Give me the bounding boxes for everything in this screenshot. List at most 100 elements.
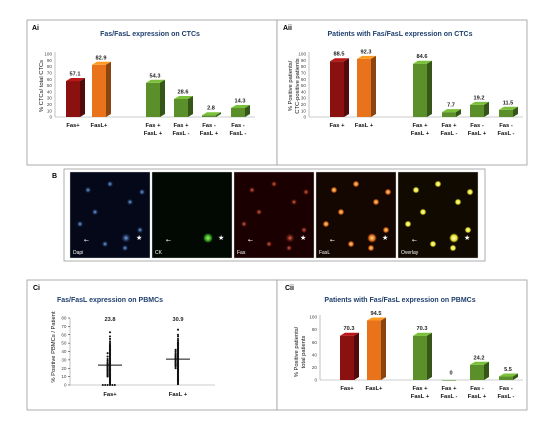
ai-bar-top — [202, 112, 221, 116]
aii-ytick-label: 10 — [301, 108, 307, 113]
ai-category-label: Fas - — [231, 123, 245, 129]
micro-ctc-cell — [202, 232, 214, 244]
micro-cell — [384, 188, 392, 196]
cii-category-label: Fas + — [413, 386, 429, 392]
micro-cell — [138, 188, 146, 196]
chart-cii: 0 20 40 60 80 100 70.3 Fas+ 94.5 FasL+ 70.3 Fas + Fa… — [309, 311, 523, 400]
aii-category-label: Fas + — [442, 123, 458, 129]
cii-bar-top — [413, 332, 432, 336]
ai-category-label: FasL + — [144, 131, 163, 137]
aii-bar-top — [499, 106, 518, 110]
aii-value-label: 88.5 — [334, 52, 345, 58]
ai-bar-side — [106, 61, 111, 117]
ai-ytick-label: 10 — [47, 108, 53, 113]
cii-value-label: 94.5 — [371, 311, 382, 317]
cii-category-label: Fas - — [470, 386, 484, 392]
panel-cii-ylabel-line1: % Positive patients/ — [294, 326, 300, 377]
cii-bar-top — [499, 373, 518, 377]
cii-category-label: FasL - — [498, 394, 515, 400]
aii-bar-top — [330, 58, 349, 62]
arrow-marker-icon: ← — [248, 237, 253, 244]
cii-value-label: 70.3 — [344, 326, 355, 332]
aii-category-label: FasL - — [498, 131, 515, 137]
ai-ytick-label: 40 — [47, 89, 53, 94]
arrow-marker-icon: ← — [166, 237, 171, 244]
panel-ci-label: Ci — [33, 285, 40, 292]
cii-category-label: Fas+ — [340, 386, 354, 392]
aii-bar-side — [344, 58, 349, 117]
micro-cell — [367, 244, 375, 252]
ci-ytick-label: 70 — [61, 324, 67, 329]
panel-cii-ylabel-line2: total patients — [301, 335, 307, 368]
cii-value-label: 0 — [449, 371, 452, 377]
ci-data-point — [176, 328, 180, 331]
cii-category-label: FasL - — [441, 394, 458, 400]
ci-ytick-label: 40 — [61, 349, 67, 354]
ci-data-point — [174, 352, 177, 355]
panel-ai-title: Fas/FasL expression on CTCs — [100, 31, 200, 38]
micro-cell — [434, 180, 442, 188]
cii-bar-side — [513, 373, 518, 380]
aii-bar-side — [513, 106, 518, 117]
arrow-marker-icon: ← — [330, 237, 335, 244]
ci-ytick-label: 10 — [61, 374, 67, 379]
ai-bar-top — [231, 104, 250, 108]
cii-category-label: Fas - — [499, 386, 513, 392]
aii-category-label: FasL + — [411, 131, 430, 137]
star-marker-icon: ★ — [218, 234, 224, 242]
panel-cii-frame — [276, 279, 528, 411]
ai-ytick-label: 60 — [47, 77, 53, 82]
ai-bar — [202, 115, 216, 117]
ai-value-label: 14.3 — [235, 98, 246, 104]
micro-cell — [101, 240, 109, 248]
micro-cell — [302, 188, 310, 196]
micro-tile-label: FasL — [319, 250, 330, 256]
micro-tile-label: CK — [155, 250, 163, 256]
cii-bar — [367, 320, 381, 380]
cii-category-label: FasL+ — [366, 386, 384, 392]
aii-ytick-label: 30 — [301, 96, 307, 101]
ai-bar-side — [216, 112, 221, 117]
micro-tile-label: Overlay — [401, 250, 419, 256]
ai-bar-top — [174, 95, 193, 99]
micro-cell — [290, 198, 298, 206]
ai-bar — [146, 82, 160, 117]
arrow-marker-icon: ← — [412, 237, 417, 244]
aii-value-label: 84.6 — [417, 54, 428, 60]
ci-data-point — [176, 383, 180, 386]
ai-bar — [174, 98, 188, 117]
ai-bar-top — [66, 78, 85, 82]
ci-data-point — [108, 337, 112, 340]
star-marker-icon: ★ — [136, 234, 142, 242]
aii-category-label: FasL + — [355, 123, 374, 129]
cii-bar-side — [354, 332, 359, 380]
ci-ytick-label: 80 — [61, 316, 67, 321]
micro-cell — [464, 226, 472, 234]
cii-ytick-label: 60 — [312, 340, 318, 345]
ai-category-label: Fas - — [202, 123, 216, 129]
panel-cii-title: Patients with Fas/FasL expression on PBM… — [324, 297, 475, 304]
aii-category-label: FasL - — [441, 131, 458, 137]
micro-cell — [136, 226, 144, 234]
ci-data-point — [174, 350, 177, 353]
ai-bar-side — [160, 79, 165, 117]
micro-ctc-cell — [366, 232, 378, 244]
aii-bar-side — [427, 60, 432, 117]
ci-data-point — [106, 383, 109, 387]
ci-data-point — [176, 333, 180, 336]
cii-bar — [470, 364, 484, 380]
cii-ytick-label: 80 — [312, 327, 318, 332]
micro-cell — [412, 186, 420, 194]
panel-cii-label: Cii — [285, 285, 294, 292]
aii-ytick-label: 70 — [301, 71, 307, 76]
micro-cell — [429, 240, 437, 248]
ai-ytick-label: 80 — [47, 64, 53, 69]
ai-bar — [66, 81, 80, 117]
ai-ytick-label: 0 — [49, 115, 52, 120]
micro-tile-ck — [151, 171, 233, 259]
ci-data-point — [174, 365, 177, 368]
ci-data-point — [174, 348, 177, 351]
cii-category-label: Fas + — [442, 386, 458, 392]
panel-ci-ylabel: % Positive PBMCs / Patient — [51, 311, 57, 383]
